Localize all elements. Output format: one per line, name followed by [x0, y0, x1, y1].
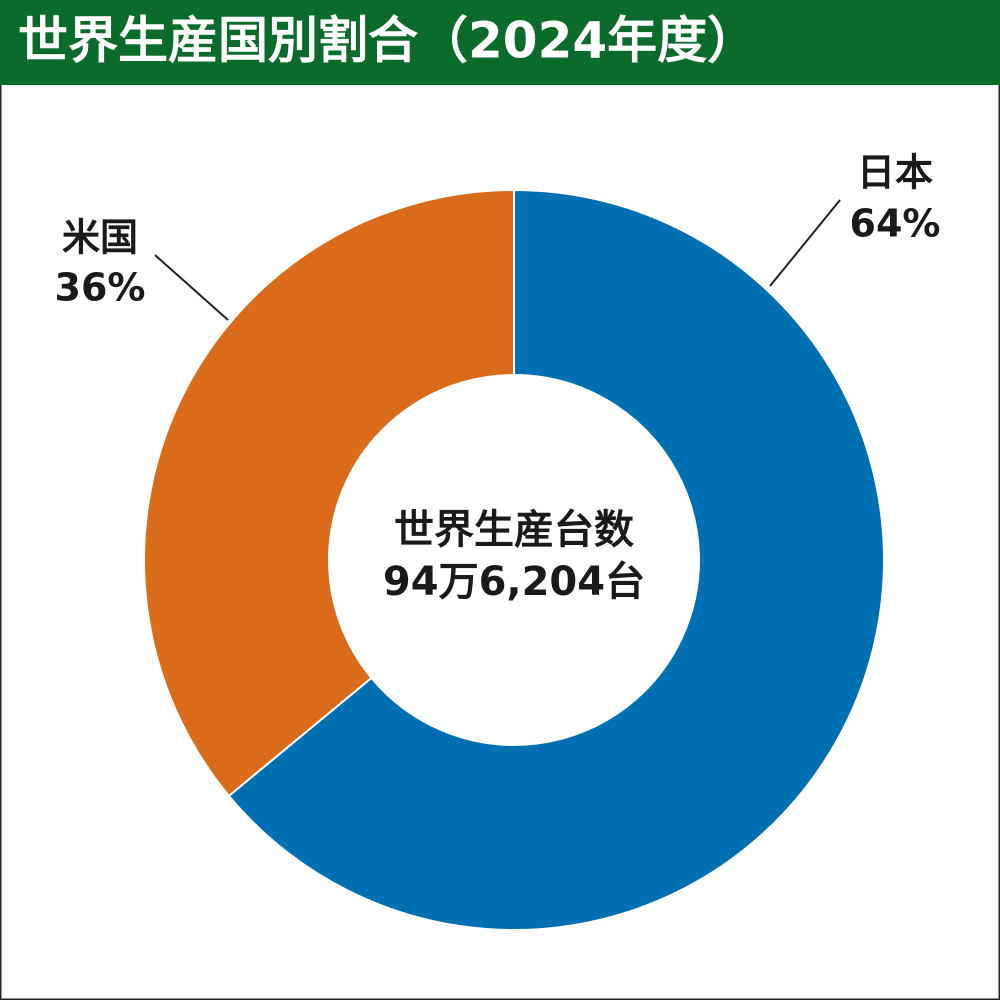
title-bar — [0, 0, 1000, 85]
legend-label: 日本 — [857, 151, 933, 195]
center-label: 94万6,204台 — [383, 559, 645, 605]
donut — [143, 188, 885, 931]
center-label: 世界生産台数 — [394, 507, 634, 553]
value-label: 64% — [850, 202, 941, 246]
leader-line — [769, 199, 841, 287]
chart-title: 世界生産国別割合（2024年度） — [18, 12, 757, 70]
leader-line — [154, 254, 229, 321]
donut-slice — [143, 188, 515, 798]
legend-label: 米国 — [62, 216, 138, 260]
value-label: 36% — [55, 266, 146, 310]
donut-slice — [227, 188, 885, 931]
